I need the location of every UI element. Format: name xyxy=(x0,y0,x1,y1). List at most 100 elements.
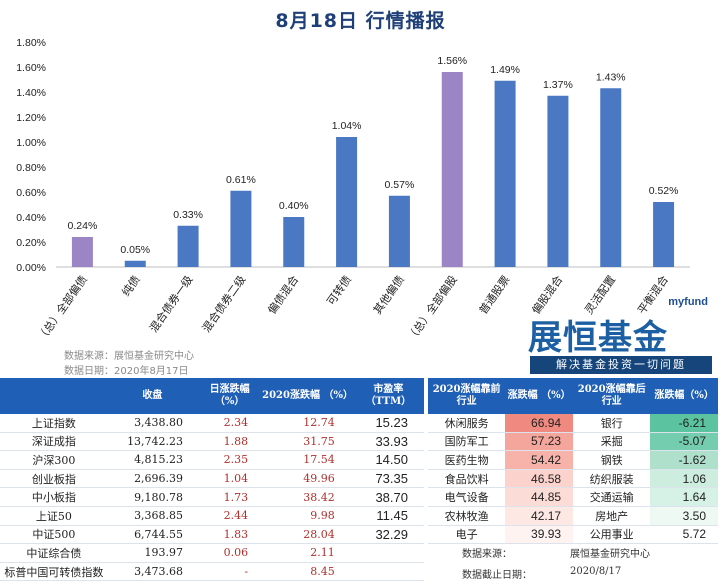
data-label: 1.56% xyxy=(437,55,467,67)
y-tick-label: 1.80% xyxy=(16,37,46,49)
header-day-change: 日涨跌幅 （%） xyxy=(197,378,263,414)
industry-table-header: 2020涨幅靠前 行业 涨跌幅 （%） 2020涨幅靠后 行业 涨跌幅（%） xyxy=(428,378,718,414)
index-ytd-change: 9.98 xyxy=(262,506,353,526)
index-row: 创业板指 2,696.39 1.04 49.96 73.35 xyxy=(0,469,424,489)
top-industry-change: 54.42 xyxy=(505,450,574,470)
index-day-change: 2.44 xyxy=(197,506,263,526)
top-industry-name: 电子 xyxy=(428,525,506,545)
index-name: 创业板指 xyxy=(0,469,108,489)
header-ytd-change: 2020涨跌幅 （%） xyxy=(262,378,353,414)
company-logo: myfund 展恒基金 解决基金投资一切问题 xyxy=(524,296,716,376)
top-industry-change: 57.23 xyxy=(505,432,574,452)
data-label: 0.61% xyxy=(226,174,256,186)
index-ytd-change: 28.04 xyxy=(262,525,353,545)
note-date-value: 2020/8/17 xyxy=(570,566,622,577)
bar xyxy=(71,237,93,267)
header-top-change: 涨跌幅 （%） xyxy=(505,378,574,414)
index-name: 沪深300 xyxy=(0,450,108,470)
header-name xyxy=(0,378,108,414)
industry-row: 食品饮料 46.58 纺织服装 1.06 xyxy=(428,469,718,489)
bottom-industry-change: 1.06 xyxy=(650,469,718,489)
index-row: 中证综合债 193.97 0.06 2.11 xyxy=(0,543,424,563)
index-row: 上证指数 3,438.80 2.34 12.74 15.23 xyxy=(0,414,424,433)
header-top-industry: 2020涨幅靠前 行业 xyxy=(428,378,506,414)
index-row: 中小板指 9,180.78 1.73 38.42 38.70 xyxy=(0,487,424,507)
index-close: 6,744.55 xyxy=(107,525,198,545)
y-tick-label: 0.00% xyxy=(16,262,46,274)
index-pe: 11.45 xyxy=(352,506,424,526)
bottom-industry-name: 采掘 xyxy=(573,432,651,452)
x-category-label: 纯债 xyxy=(119,273,143,299)
bottom-industry-change: -5.07 xyxy=(650,432,718,452)
index-close: 13,742.23 xyxy=(107,432,198,452)
page-title: 8月18日 行情播报 xyxy=(275,10,446,32)
data-label: 0.24% xyxy=(68,220,98,232)
index-row: 中证500 6,744.55 1.83 28.04 32.29 xyxy=(0,525,424,545)
note-source-label: 数据来源： xyxy=(462,549,512,560)
bar xyxy=(547,95,569,267)
index-day-change: - xyxy=(197,562,263,582)
top-industry-change: 46.58 xyxy=(505,469,574,489)
index-day-change: 0.06 xyxy=(197,543,263,563)
index-name: 上证50 xyxy=(0,506,108,526)
index-ytd-change: 31.75 xyxy=(262,432,353,452)
top-industry-name: 国防军工 xyxy=(428,432,506,452)
y-tick-label: 1.00% xyxy=(16,137,46,149)
y-tick-label: 0.60% xyxy=(16,187,46,199)
x-category-label: 混合债券二级 xyxy=(199,273,248,335)
bar xyxy=(441,72,463,267)
x-category-label: 混合债券一级 xyxy=(146,273,195,335)
x-category-label: 普通股票 xyxy=(476,273,513,317)
top-industry-name: 医药生物 xyxy=(428,450,506,470)
bottom-industry-name: 钢铁 xyxy=(573,450,651,470)
index-ytd-change: 12.74 xyxy=(262,414,353,433)
x-category-label: （总）全部偏股 xyxy=(404,273,460,344)
industry-row: 医药生物 54.42 钢铁 -1.62 xyxy=(428,450,718,470)
bottom-industry-name: 纺织服装 xyxy=(573,469,651,489)
date-line: 数据日期：2020年8月17日 xyxy=(64,366,189,377)
y-tick-label: 0.20% xyxy=(16,237,46,249)
index-row: 沪深300 4,815.23 2.35 17.54 14.50 xyxy=(0,450,424,470)
y-tick-label: 1.40% xyxy=(16,87,46,99)
index-pe xyxy=(352,543,424,563)
index-pe: 15.23 xyxy=(352,414,424,433)
top-industry-name: 电气设备 xyxy=(428,487,506,507)
header-pe: 市盈率 （TTM） xyxy=(352,378,424,414)
data-label: 1.43% xyxy=(596,71,626,83)
index-ytd-change: 17.54 xyxy=(262,450,353,470)
x-category-label: 其他偏债 xyxy=(370,273,407,317)
index-pe: 14.50 xyxy=(352,450,424,470)
bar xyxy=(653,202,675,267)
bar xyxy=(600,88,622,267)
bottom-industry-name: 交通运输 xyxy=(573,487,651,507)
data-label: 0.33% xyxy=(173,209,203,221)
y-tick-label: 1.20% xyxy=(16,112,46,124)
y-tick-label: 0.80% xyxy=(16,162,46,174)
data-label: 0.05% xyxy=(120,244,150,256)
data-label: 0.52% xyxy=(649,185,679,197)
index-day-change: 1.83 xyxy=(197,525,263,545)
index-table-header: 收盘 日涨跌幅 （%） 2020涨跌幅 （%） 市盈率 （TTM） xyxy=(0,378,424,414)
index-name: 标普中国可转债指数 xyxy=(0,562,108,582)
industry-row: 国防军工 57.23 采掘 -5.07 xyxy=(428,432,718,452)
index-row: 标普中国可转债指数 3,473.68-8.45 xyxy=(0,562,424,582)
index-close: 9,180.78 xyxy=(107,487,198,507)
index-ytd-change: 2.11 xyxy=(262,543,353,563)
bottom-industry-name: 银行 xyxy=(573,414,651,433)
index-name: 中证综合债 xyxy=(0,543,108,563)
index-day-change: 1.04 xyxy=(197,469,263,489)
index-day-change: 1.88 xyxy=(197,432,263,452)
industry-table: 2020涨幅靠前 行业 涨跌幅 （%） 2020涨幅靠后 行业 涨跌幅（%） 休… xyxy=(428,378,718,545)
industry-row: 电子 39.93 公用事业 5.72 xyxy=(428,525,718,545)
logo-slogan: 解决基金投资一切问题 xyxy=(530,356,712,374)
index-close: 4,815.23 xyxy=(107,450,198,470)
x-category-label: 偏债混合 xyxy=(265,273,302,317)
index-ytd-change: 38.42 xyxy=(262,487,353,507)
bottom-industry-change: -6.21 xyxy=(650,414,718,433)
index-table: 收盘 日涨跌幅 （%） 2020涨跌幅 （%） 市盈率 （TTM） 上证指数 3,… xyxy=(0,378,424,582)
index-ytd-change: 49.96 xyxy=(262,469,353,489)
top-industry-change: 39.93 xyxy=(505,525,574,545)
bottom-industry-change: 3.50 xyxy=(650,506,718,526)
logo-main-text: 展恒基金 xyxy=(528,318,668,358)
header-bottom-industry: 2020涨幅靠后 行业 xyxy=(573,378,651,414)
